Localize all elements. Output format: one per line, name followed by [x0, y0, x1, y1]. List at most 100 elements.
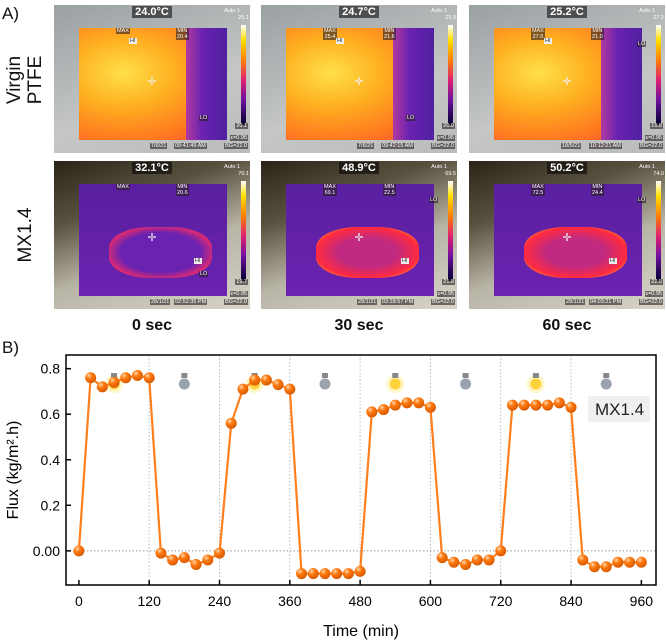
data-point — [319, 568, 331, 580]
scale-max: 69.5 — [445, 171, 456, 177]
background-temp: BG=22.0 — [431, 299, 455, 305]
date: 18/5/21 — [561, 143, 582, 149]
center-temp: 48.9°C — [339, 162, 379, 174]
thermal-field — [494, 28, 642, 140]
max-value: 27.6 — [532, 34, 544, 40]
data-point — [108, 376, 120, 388]
hi-tag: HI — [609, 258, 617, 264]
max-value: 25.4 — [324, 34, 336, 40]
time-label-30: 30 sec — [334, 317, 384, 334]
y-tick-label: 0.00 — [33, 543, 60, 559]
y-tick-label: 0.2 — [41, 497, 61, 513]
lightbulb-on-icon — [386, 373, 405, 393]
bulb-base — [603, 373, 610, 378]
data-point — [530, 399, 542, 411]
max-value: 72.5 — [532, 190, 544, 196]
min-value: 21.6 — [384, 34, 395, 40]
time: 10:12:21 AM — [589, 143, 622, 149]
time-label-60: 60 sec — [542, 317, 592, 334]
data-point — [296, 568, 308, 580]
data-point — [401, 397, 413, 409]
max-readout: MAX — [116, 28, 130, 34]
hi-tag: HI — [194, 258, 202, 264]
date: 7/6/21 — [357, 143, 375, 149]
bulb-base — [392, 373, 399, 378]
data-point — [448, 556, 460, 568]
thermal-field — [286, 184, 434, 296]
data-point — [284, 383, 296, 395]
data-point — [178, 552, 190, 564]
data-point — [96, 381, 108, 393]
thermal-image: 32.1°C Auto 1 70.1 19.7 MAX MIN 20.6 ✛ HI… — [54, 161, 250, 309]
cool-edge — [392, 28, 434, 140]
data-point — [214, 547, 226, 559]
data-point — [518, 399, 530, 411]
bulb-base — [462, 373, 469, 378]
panel-b-label: B) — [2, 338, 19, 357]
background-temp: BG=22.0 — [639, 143, 663, 149]
min-readout: MIN 22.5 — [383, 184, 396, 196]
data-point — [366, 406, 378, 418]
data-point — [85, 372, 97, 384]
x-tick-label: 480 — [348, 593, 372, 609]
data-point — [436, 552, 448, 564]
emissivity: ε=0.95 — [229, 135, 248, 141]
data-point — [155, 547, 167, 559]
lightbulb-off-icon — [600, 373, 612, 390]
max-readout: MAX 27.6 — [531, 28, 545, 40]
max-label: MAX — [117, 28, 129, 34]
hot-ring — [315, 226, 420, 279]
data-point — [167, 554, 179, 566]
min-readout: MIN 20.4 — [176, 28, 189, 40]
max-label: MAX — [532, 184, 544, 190]
y-axis-title: Flux (kg/m².h) — [5, 421, 22, 520]
data-point — [143, 372, 155, 384]
mode-label: Auto 1 — [431, 8, 447, 14]
panel-a-label: A) — [2, 4, 19, 23]
hi-tag: HI — [544, 38, 552, 44]
emissivity: ε=0.95 — [229, 291, 248, 297]
center-temp-wrap: 32.1°C — [54, 162, 250, 174]
cool-edge — [600, 28, 642, 140]
center-crosshair-icon: ✛ — [354, 232, 364, 244]
time: 03:28:57 PM — [381, 299, 415, 305]
thermal-image: 25.2°C Auto 1 27.2 19.8 MAX 27.6 MIN 21.0 … — [469, 5, 665, 153]
data-point — [225, 417, 237, 429]
thermal-image: 48.9°C Auto 1 69.5 21.8 MAX 69.1 MIN 22.5 … — [261, 161, 457, 309]
data-point — [495, 545, 507, 557]
x-tick-label: 240 — [208, 593, 232, 609]
x-tick-label: 600 — [419, 593, 443, 609]
scale-min: 19.7 — [235, 279, 248, 285]
thermal-image: 24.0°C Auto 1 25.1 20.1 MAX MIN 20.4 ✛ HI… — [54, 5, 250, 153]
center-temp: 25.2°C — [547, 6, 587, 18]
time: 02:52:35 PM — [174, 299, 208, 305]
center-temp-wrap: 25.2°C — [469, 6, 665, 18]
date: 28/1/21 — [150, 299, 171, 305]
time: 09:42:15 AM — [381, 143, 414, 149]
scale-max: 25.1 — [238, 15, 249, 21]
mode-label: Auto 1 — [639, 8, 655, 14]
row-label-line: PTFE — [25, 55, 46, 105]
mode-label: Auto 1 — [224, 164, 240, 170]
data-point — [354, 565, 366, 577]
data-point — [424, 401, 436, 413]
data-point — [389, 399, 401, 411]
mode-label: Auto 1 — [224, 8, 240, 14]
data-point — [635, 556, 647, 568]
data-point — [506, 399, 518, 411]
max-label: MAX — [324, 28, 336, 34]
x-tick-label: 360 — [278, 593, 302, 609]
min-label: MIN — [384, 184, 395, 190]
data-point — [190, 559, 202, 571]
background-temp: BG=22.0 — [224, 299, 248, 305]
scale-min: 21.8 — [442, 279, 455, 285]
data-point — [413, 397, 425, 409]
hi-tag: HI — [129, 38, 137, 44]
scale-max: 27.2 — [653, 15, 664, 21]
plot-frame — [65, 354, 657, 586]
lightbulb-off-icon — [460, 373, 472, 390]
color-scale-bar — [241, 25, 246, 125]
min-value: 20.6 — [177, 190, 188, 196]
time: 04:03:21 PM — [589, 299, 623, 305]
lo-tag: LO — [637, 41, 647, 47]
